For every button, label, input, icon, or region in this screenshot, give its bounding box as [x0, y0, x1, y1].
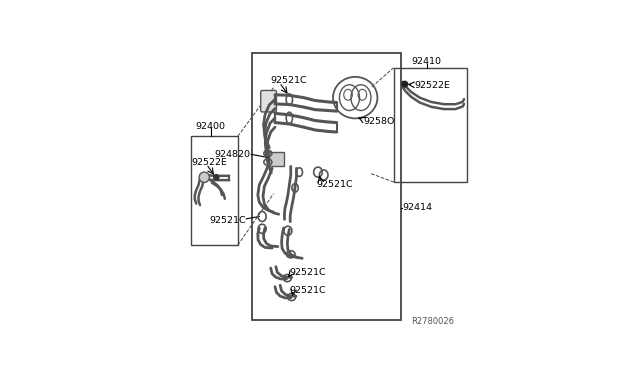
Text: 92522E: 92522E	[414, 81, 450, 90]
Text: 92521C: 92521C	[289, 268, 326, 277]
Bar	[252, 53, 401, 320]
Text: R2780026: R2780026	[411, 317, 454, 326]
Bar	[191, 136, 238, 245]
Bar	[269, 152, 284, 166]
Text: 92521C: 92521C	[271, 76, 307, 85]
Text: 92410: 92410	[412, 57, 442, 66]
Text: 92522E: 92522E	[191, 158, 228, 167]
Bar	[394, 68, 467, 182]
Text: 92521C: 92521C	[289, 286, 326, 295]
Text: 9258O: 9258O	[364, 118, 395, 126]
Text: 92400: 92400	[196, 122, 225, 131]
Text: 92521C: 92521C	[317, 180, 353, 189]
Text: 924820: 924820	[214, 150, 251, 159]
Text: 92414: 92414	[403, 203, 433, 212]
FancyBboxPatch shape	[260, 90, 276, 112]
Text: 92521C: 92521C	[209, 216, 246, 225]
Circle shape	[214, 175, 219, 180]
Circle shape	[402, 81, 408, 87]
Circle shape	[199, 172, 209, 182]
